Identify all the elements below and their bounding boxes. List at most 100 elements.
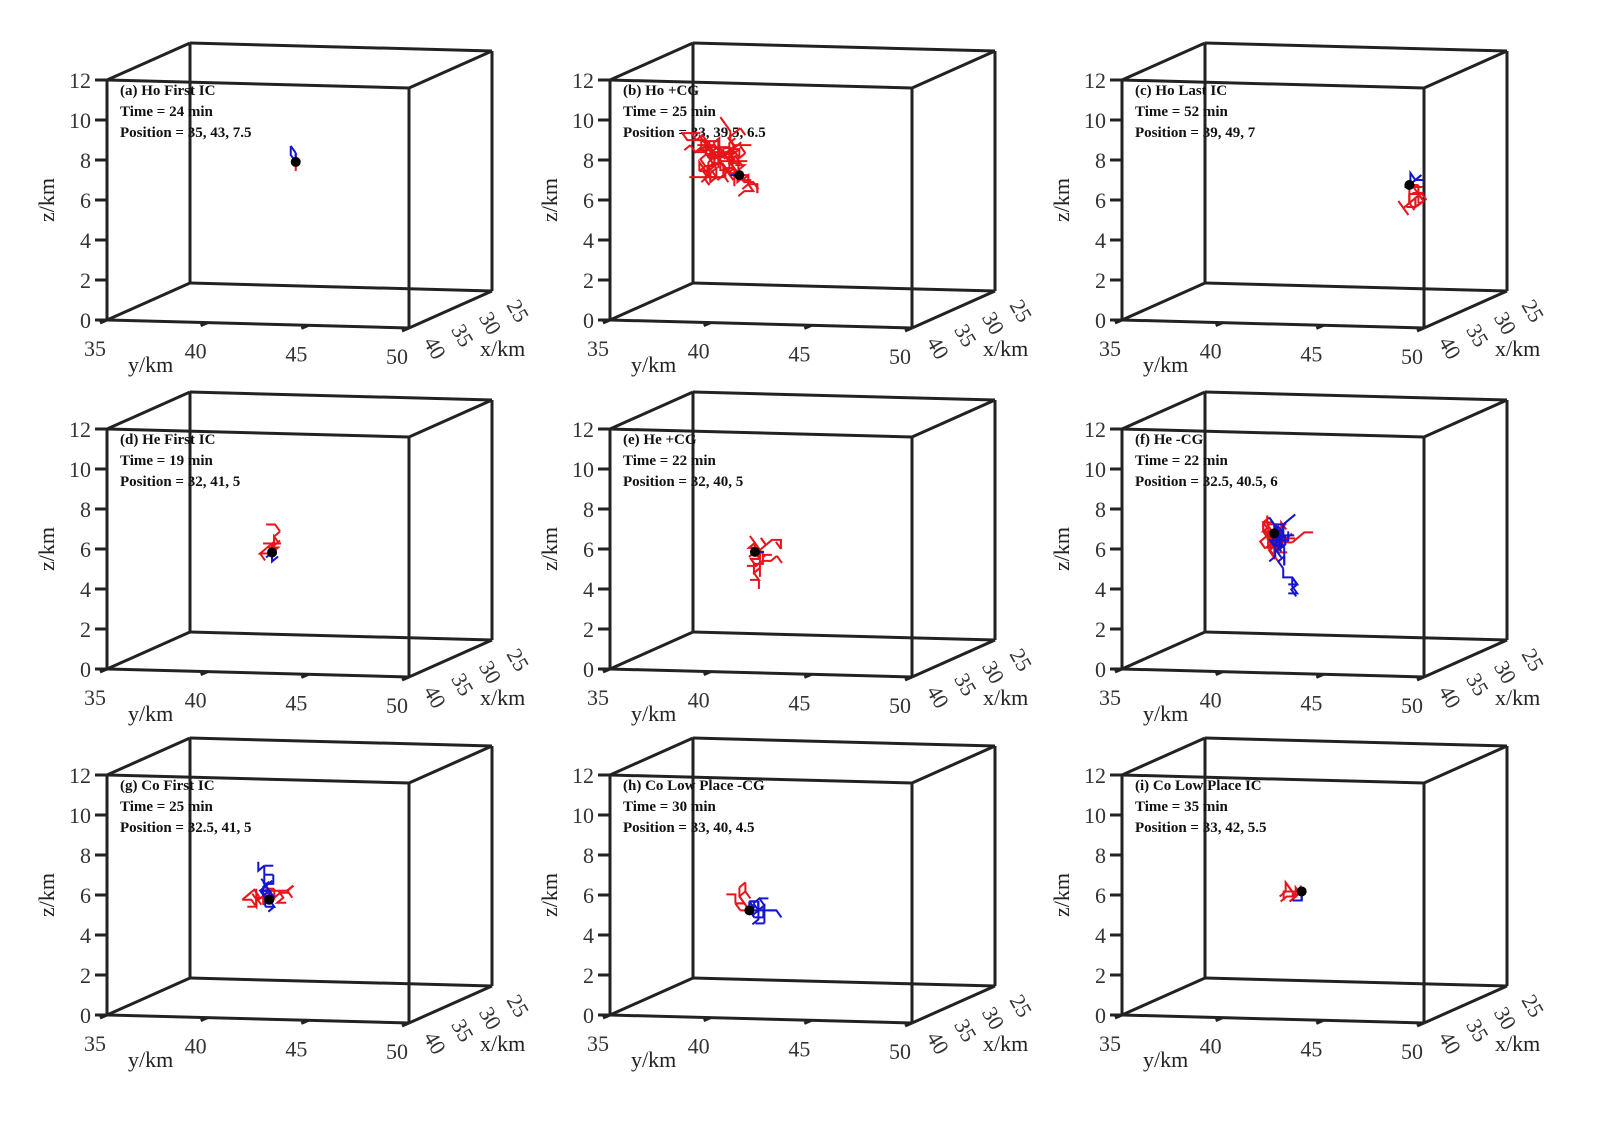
y-tick-label: 45 xyxy=(1300,341,1322,366)
x-tick-label: 40 xyxy=(922,1027,955,1059)
box-edge xyxy=(692,630,996,642)
positive-channel xyxy=(737,183,756,197)
x-tick-label: 35 xyxy=(446,1015,479,1047)
z-tick-label: 2 xyxy=(1095,617,1106,642)
y-tick-label: 35 xyxy=(84,1031,106,1056)
y-tick-label: 50 xyxy=(386,693,408,718)
box-edge xyxy=(1121,390,1206,431)
positive-channel xyxy=(259,552,266,562)
z-tick-label: 0 xyxy=(583,308,594,333)
positive-channel xyxy=(739,145,747,154)
x-tick-label: 25 xyxy=(502,295,535,327)
initiation-point xyxy=(1269,528,1280,539)
y-tick-label: 50 xyxy=(1401,1039,1423,1064)
box-edge xyxy=(408,398,493,439)
y-axis-label: y/km xyxy=(128,1047,173,1072)
box-edge xyxy=(1204,390,1508,402)
box-edge xyxy=(1121,318,1425,330)
y-tick xyxy=(904,1021,913,1028)
positive-channel xyxy=(753,553,772,565)
initiation-point xyxy=(749,546,760,557)
box-edge xyxy=(1423,398,1508,439)
y-tick-label: 50 xyxy=(889,344,911,369)
box-edge xyxy=(692,281,996,293)
y-tick xyxy=(1114,1013,1123,1020)
y-tick xyxy=(300,323,309,330)
y-tick xyxy=(200,670,209,677)
y-tick-label: 45 xyxy=(285,690,307,715)
z-tick-label: 4 xyxy=(1095,228,1106,253)
y-tick xyxy=(1114,318,1123,325)
y-axis-label: y/km xyxy=(1143,352,1188,377)
z-tick-label: 4 xyxy=(80,577,91,602)
panel-time: Time = 25 min xyxy=(120,799,214,815)
y-tick-label: 40 xyxy=(688,688,710,713)
z-tick-label: 12 xyxy=(572,68,594,93)
y-tick-label: 50 xyxy=(386,344,408,369)
box-edge xyxy=(609,318,913,330)
negative-channel xyxy=(260,878,268,887)
y-axis-label: y/km xyxy=(631,701,676,726)
positive-channel xyxy=(1402,207,1410,216)
positive-channel xyxy=(1279,890,1287,898)
box-edge xyxy=(609,78,913,90)
x-tick-label: 40 xyxy=(419,332,452,364)
box-edge xyxy=(1121,281,1206,322)
z-tick-label: 6 xyxy=(583,537,594,562)
z-tick-label: 10 xyxy=(572,457,594,482)
z-tick-label: 6 xyxy=(80,883,91,908)
y-tick-label: 50 xyxy=(889,1039,911,1064)
initiation-point xyxy=(290,156,301,167)
y-tick-label: 35 xyxy=(84,685,106,710)
x-axis-label: x/km xyxy=(1495,1031,1540,1056)
box-edge xyxy=(1423,984,1508,1025)
z-tick-label: 10 xyxy=(69,108,91,133)
box-edge xyxy=(1121,630,1206,671)
box-edge xyxy=(911,398,996,439)
box-edge xyxy=(1204,630,1508,642)
positive-channel xyxy=(738,890,747,898)
positive-channel xyxy=(1261,521,1273,531)
z-tick-label: 8 xyxy=(80,148,91,173)
z-tick-label: 0 xyxy=(583,657,594,682)
z-tick-label: 2 xyxy=(583,617,594,642)
panel-time: Time = 35 min xyxy=(1135,799,1229,815)
y-tick xyxy=(1114,667,1123,674)
box-edge xyxy=(609,976,694,1017)
y-tick-label: 40 xyxy=(688,339,710,364)
x-tick-label: 40 xyxy=(1434,1027,1467,1059)
positive-channel xyxy=(719,116,727,125)
negative-channel xyxy=(1273,523,1281,541)
y-tick-label: 35 xyxy=(84,336,106,361)
z-axis-label: z/km xyxy=(537,178,562,222)
box-edge xyxy=(1121,1013,1425,1025)
panel-time: Time = 25 min xyxy=(623,104,717,120)
x-tick-label: 30 xyxy=(977,656,1010,688)
y-tick xyxy=(1416,675,1425,682)
z-axis-label: z/km xyxy=(537,873,562,917)
x-tick-label: 30 xyxy=(1489,307,1522,339)
z-tick-label: 12 xyxy=(1084,417,1106,442)
box-edge xyxy=(1204,41,1508,53)
negative-channel xyxy=(1288,577,1300,595)
positive-channel xyxy=(680,132,697,142)
box-edge xyxy=(408,984,493,1025)
z-tick-label: 4 xyxy=(1095,923,1106,948)
box-edge xyxy=(1121,427,1425,439)
y-tick xyxy=(401,1021,410,1028)
box-edge xyxy=(692,736,996,748)
z-tick-label: 4 xyxy=(1095,577,1106,602)
positive-channel xyxy=(241,888,261,901)
x-tick-label: 30 xyxy=(977,1002,1010,1034)
positive-channel xyxy=(761,555,778,562)
z-axis-label: z/km xyxy=(34,178,59,222)
z-tick-label: 4 xyxy=(80,228,91,253)
negative-channel xyxy=(257,861,265,873)
positive-channel xyxy=(749,567,761,581)
negative-channel xyxy=(767,909,783,918)
y-tick xyxy=(1315,1018,1324,1025)
